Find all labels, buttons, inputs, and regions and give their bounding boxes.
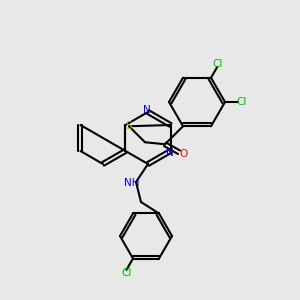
Text: N: N: [166, 148, 173, 158]
Text: Cl: Cl: [212, 59, 223, 69]
Text: N: N: [143, 105, 151, 115]
Text: Cl: Cl: [121, 268, 132, 278]
Text: Cl: Cl: [236, 97, 247, 107]
Text: NH: NH: [124, 178, 140, 188]
Text: S: S: [126, 121, 132, 131]
Text: O: O: [180, 149, 188, 159]
